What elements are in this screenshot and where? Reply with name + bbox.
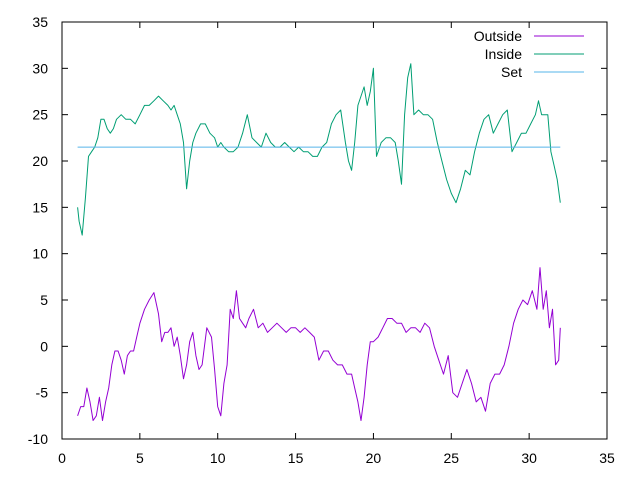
y-tick-label: 5 <box>40 292 48 308</box>
y-tick-label: -10 <box>28 431 48 447</box>
x-tick-label: 35 <box>599 450 615 466</box>
y-tick-label: 35 <box>32 14 48 30</box>
series-line-outside <box>77 267 561 421</box>
y-tick-label: -5 <box>36 385 49 401</box>
plot-frame <box>61 21 608 440</box>
legend-label-inside: Inside <box>485 46 523 62</box>
y-tick-label: 10 <box>32 246 48 262</box>
x-tick-label: 0 <box>58 450 66 466</box>
x-tick-label: 30 <box>521 450 537 466</box>
legend: Outside Inside Set <box>474 28 584 80</box>
y-tick-label: 25 <box>32 107 48 123</box>
y-tick-label: 15 <box>32 199 48 215</box>
axis-ticks: 0 5 10 15 20 25 30 35 -10 -5 0 5 10 15 20 25 30 35 <box>28 14 615 466</box>
x-tick-label: 15 <box>288 450 304 466</box>
y-tick-label: 0 <box>40 338 48 354</box>
x-tick-label: 25 <box>443 450 459 466</box>
y-tick-label: 20 <box>32 153 48 169</box>
x-tick-label: 5 <box>136 450 144 466</box>
x-tick-label: 10 <box>210 450 226 466</box>
x-tick-label: 20 <box>366 450 382 466</box>
y-tick-label: 30 <box>32 60 48 76</box>
legend-label-outside: Outside <box>474 28 522 44</box>
series-line-inside <box>77 63 561 236</box>
legend-label-set: Set <box>501 64 522 80</box>
series-layer <box>77 63 561 421</box>
